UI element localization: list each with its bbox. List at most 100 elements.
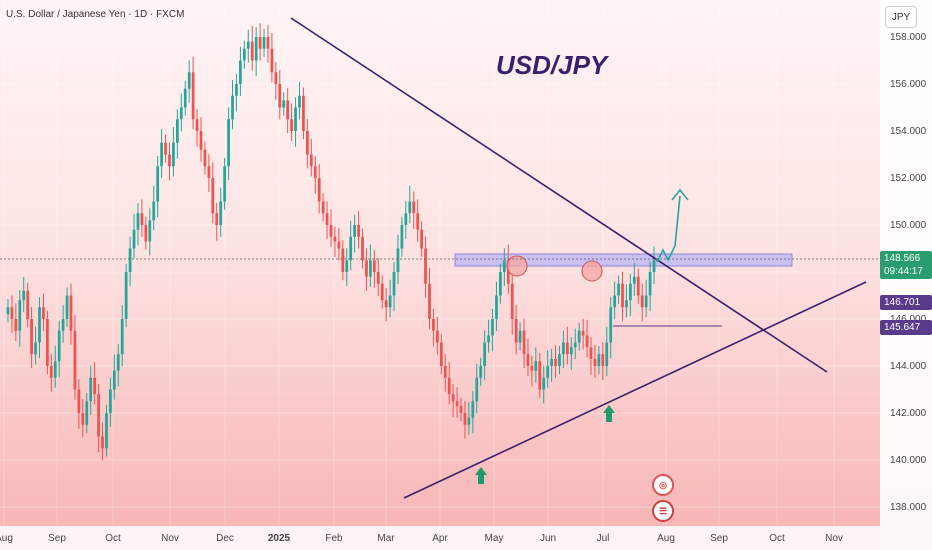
candle-body[interactable] <box>471 401 475 418</box>
candle-body[interactable] <box>77 389 81 414</box>
candle-body[interactable] <box>522 330 526 355</box>
candle-body[interactable] <box>432 319 435 331</box>
candle-body[interactable] <box>487 335 490 343</box>
candle-body[interactable] <box>396 248 400 273</box>
candle-body[interactable] <box>231 95 234 120</box>
candle-body[interactable] <box>404 213 408 225</box>
candle-body[interactable] <box>187 72 191 89</box>
candle-body[interactable] <box>258 37 262 49</box>
descending-trendline[interactable] <box>290 17 828 373</box>
candle-body[interactable] <box>581 330 585 336</box>
candle-body[interactable] <box>61 319 65 331</box>
candle-body[interactable] <box>69 295 73 331</box>
candle-body[interactable] <box>164 142 167 155</box>
candle-body[interactable] <box>597 354 601 366</box>
candle-body[interactable] <box>565 342 569 355</box>
candle-body[interactable] <box>447 377 451 395</box>
candle-body[interactable] <box>239 60 242 85</box>
candle-body[interactable] <box>625 300 628 308</box>
candle-body[interactable] <box>365 260 368 277</box>
candle-body[interactable] <box>262 37 266 49</box>
candle-body[interactable] <box>337 241 341 249</box>
candle-body[interactable] <box>101 436 104 449</box>
candle-body[interactable] <box>140 213 144 225</box>
candle-body[interactable] <box>439 342 443 367</box>
candle-body[interactable] <box>353 225 357 237</box>
symbol-title[interactable]: U.S. Dollar / Japanese Yen · 1D · FXCM <box>6 9 185 20</box>
candle-body[interactable] <box>640 295 644 308</box>
candle-body[interactable] <box>168 154 171 167</box>
candle-body[interactable] <box>85 401 89 425</box>
candle-body[interactable] <box>514 319 518 343</box>
candle-body[interactable] <box>290 119 293 131</box>
candle-body[interactable] <box>175 119 179 143</box>
candle-body[interactable] <box>636 276 640 296</box>
candle-body[interactable] <box>179 107 183 120</box>
candle-body[interactable] <box>105 413 108 449</box>
candle-body[interactable] <box>18 300 22 331</box>
candle-body[interactable] <box>81 413 85 425</box>
candle-body[interactable] <box>400 225 404 249</box>
candle-body[interactable] <box>65 295 69 320</box>
candle-body[interactable] <box>562 342 565 355</box>
candle-body[interactable] <box>558 354 561 366</box>
candle-body[interactable] <box>321 201 325 214</box>
candle-body[interactable] <box>160 142 163 167</box>
candle-body[interactable] <box>518 330 522 343</box>
candle-body[interactable] <box>144 225 148 242</box>
candle-body[interactable] <box>372 260 376 272</box>
candle-body[interactable] <box>325 213 329 225</box>
candle-body[interactable] <box>475 377 479 402</box>
candle-body[interactable] <box>38 307 41 343</box>
candle-body[interactable] <box>329 225 333 237</box>
candle-body[interactable] <box>443 366 447 378</box>
candle-body[interactable] <box>199 131 203 150</box>
candle-body[interactable] <box>305 131 309 155</box>
candle-body[interactable] <box>148 220 152 242</box>
candle-body[interactable] <box>124 272 128 319</box>
candle-body[interactable] <box>341 248 345 273</box>
candle-body[interactable] <box>34 342 37 355</box>
candle-body[interactable] <box>317 178 321 202</box>
candle-body[interactable] <box>349 236 353 261</box>
candle-body[interactable] <box>424 248 427 284</box>
candle-body[interactable] <box>286 100 290 120</box>
candle-body[interactable] <box>416 213 420 230</box>
currency-button[interactable]: JPY <box>885 6 917 28</box>
candle-body[interactable] <box>57 330 61 362</box>
candle-body[interactable] <box>428 283 431 319</box>
candle-body[interactable] <box>361 236 364 261</box>
candle-body[interactable] <box>585 335 589 348</box>
candle-body[interactable] <box>211 178 215 214</box>
candle-body[interactable] <box>53 361 57 378</box>
candle-body[interactable] <box>246 41 250 49</box>
candle-body[interactable] <box>278 84 282 108</box>
candle-body[interactable] <box>392 272 396 296</box>
candle-body[interactable] <box>380 283 384 301</box>
candle-body[interactable] <box>459 405 463 413</box>
candle-body[interactable] <box>203 149 207 167</box>
candle-body[interactable] <box>116 354 120 371</box>
candle-body[interactable] <box>613 295 617 308</box>
candle-body[interactable] <box>270 48 274 73</box>
candle-body[interactable] <box>467 417 471 425</box>
candle-body[interactable] <box>309 154 313 167</box>
candle-body[interactable] <box>254 37 258 61</box>
candle-body[interactable] <box>274 72 278 84</box>
candle-body[interactable] <box>483 342 487 367</box>
candle-body[interactable] <box>534 361 538 371</box>
candle-body[interactable] <box>152 201 156 221</box>
candle-body[interactable] <box>250 41 254 61</box>
candle-body[interactable] <box>227 119 230 167</box>
candle-body[interactable] <box>109 389 112 414</box>
candle-body[interactable] <box>546 366 550 378</box>
candle-body[interactable] <box>215 213 219 225</box>
candle-body[interactable] <box>499 272 502 296</box>
candle-body[interactable] <box>10 307 14 319</box>
candle-body[interactable] <box>242 48 246 61</box>
candle-body[interactable] <box>183 88 187 108</box>
candle-body[interactable] <box>632 276 636 284</box>
candle-body[interactable] <box>435 330 439 343</box>
candle-body[interactable] <box>128 248 132 273</box>
